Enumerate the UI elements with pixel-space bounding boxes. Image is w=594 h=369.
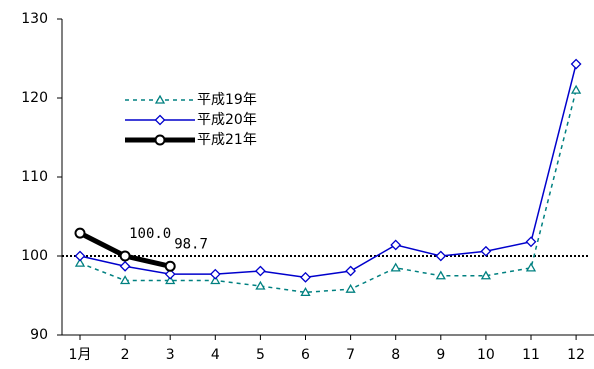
x-tick-label: 6 <box>301 347 310 363</box>
x-tick-label: 2 <box>121 347 130 363</box>
x-tick-label: 7 <box>346 347 355 363</box>
y-tick-label: 100 <box>21 248 48 264</box>
data-label: 98.7 <box>174 236 208 252</box>
marker <box>525 236 537 248</box>
legend-label: 平成19年 <box>197 92 257 108</box>
x-tick-label: 8 <box>391 347 400 363</box>
marker <box>570 84 582 94</box>
marker <box>209 268 221 280</box>
data-label: 100.0 <box>129 226 171 242</box>
marker <box>119 250 131 262</box>
marker <box>164 260 176 272</box>
marker <box>570 58 582 70</box>
legend-label: 平成20年 <box>197 112 257 128</box>
marker <box>300 271 311 283</box>
marker <box>345 283 356 293</box>
marker <box>390 239 402 251</box>
marker <box>300 287 311 296</box>
marker <box>210 275 221 285</box>
marker <box>74 250 86 262</box>
y-tick-label: 110 <box>21 169 48 185</box>
x-tick-label: 3 <box>166 347 175 363</box>
marker <box>390 262 401 272</box>
marker <box>164 268 176 280</box>
marker <box>435 250 447 262</box>
marker <box>165 275 176 285</box>
marker <box>74 227 86 239</box>
y-tick-label: 90 <box>30 327 48 343</box>
y-tick-label: 130 <box>21 11 48 27</box>
marker <box>119 260 131 272</box>
marker <box>525 262 537 272</box>
marker <box>345 265 357 277</box>
legend-marker <box>154 114 166 126</box>
x-tick-label: 5 <box>256 347 265 363</box>
marker <box>254 265 266 277</box>
x-tick-label: 9 <box>436 347 445 363</box>
marker <box>435 270 446 280</box>
legend-marker <box>154 94 166 104</box>
marker <box>255 280 266 290</box>
legend-label: 平成21年 <box>197 132 257 148</box>
x-tick-label: 4 <box>211 347 220 363</box>
marker <box>480 270 492 280</box>
x-tick-label: 11 <box>522 347 540 363</box>
marker <box>119 275 131 285</box>
x-tick-label: 12 <box>567 347 585 363</box>
x-tick-label: 1月 <box>69 347 92 363</box>
series-line <box>79 63 577 279</box>
x-tick-label: 10 <box>477 347 495 363</box>
y-tick-label: 120 <box>21 90 48 106</box>
marker <box>480 245 492 257</box>
legend-marker <box>154 134 166 146</box>
marker <box>74 257 86 267</box>
